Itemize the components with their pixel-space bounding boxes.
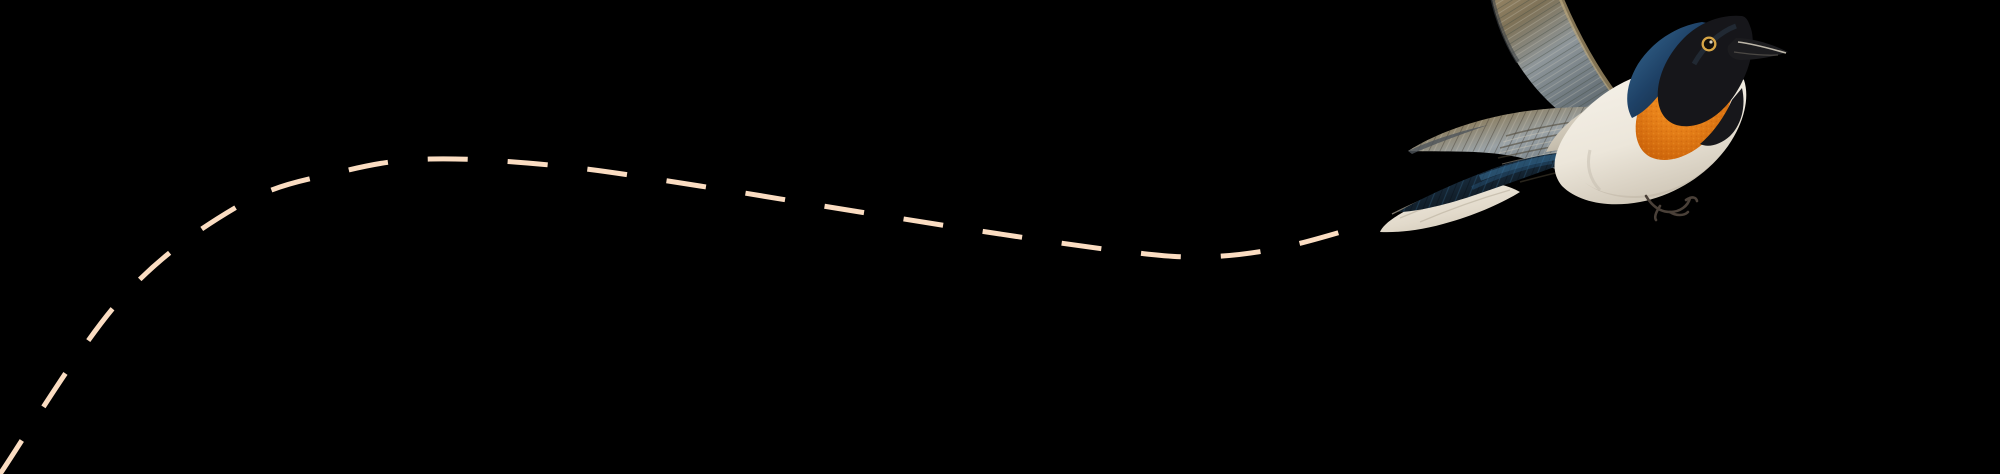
eye	[1701, 36, 1717, 52]
dashed-flight-path	[0, 156, 1376, 474]
beak	[1727, 38, 1788, 60]
feet	[1644, 194, 1699, 222]
flying-bird-illustration	[1380, 0, 1788, 233]
tail	[1380, 150, 1616, 233]
